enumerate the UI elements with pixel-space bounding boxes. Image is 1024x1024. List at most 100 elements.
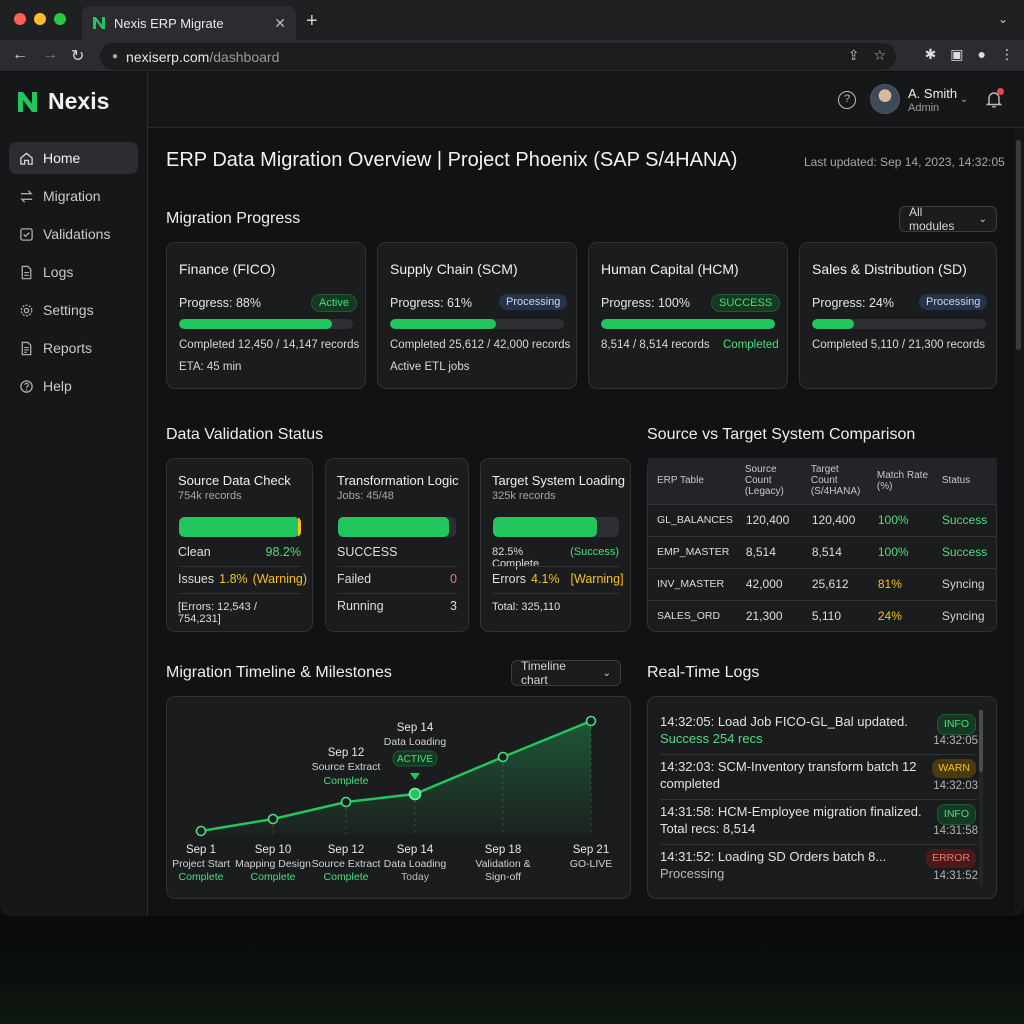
sidebar: Nexis Home Migration Validations Logs Se… — [0, 72, 148, 916]
column-header[interactable]: Target Count (S/4HANA) — [802, 458, 869, 504]
sidebar-item-label: Logs — [43, 264, 74, 280]
forward-arrow-icon[interactable]: → — [42, 46, 58, 63]
log-entry[interactable]: 14:31:58: HCM-Employee migration finaliz… — [660, 803, 978, 837]
validation-title: Transformation Logic — [337, 473, 459, 488]
browser-tab[interactable]: Nexis ERP Migrate ✕ — [82, 6, 296, 40]
sidebar-item-validations[interactable]: Validations — [9, 218, 138, 250]
module-jobs: Active ETL jobs — [390, 361, 470, 373]
logo[interactable]: Nexis — [16, 88, 109, 115]
profile-icon[interactable]: ● — [977, 46, 986, 62]
sidebar-item-label: Migration — [43, 188, 101, 204]
log-entry[interactable]: 14:31:52: Loading SD Orders batch 8... Pr… — [660, 848, 978, 882]
column-header[interactable]: Match Rate (%) — [868, 458, 933, 504]
tab-search-chevron-icon[interactable]: ⌄ — [997, 12, 1008, 26]
module-card-scm[interactable]: Supply Chain (SCM) Progress: 61% Process… — [377, 242, 577, 389]
bookmark-star-icon[interactable]: ☆ — [873, 47, 886, 63]
running-value: 3 — [450, 599, 457, 613]
module-filter-select[interactable]: All modules ⌄ — [899, 205, 997, 233]
avatar[interactable] — [870, 84, 900, 114]
milestone-point[interactable] — [195, 825, 207, 837]
progress-fill — [601, 319, 775, 329]
maximize-window-button[interactable] — [54, 13, 66, 25]
log-entry[interactable]: 14:32:03: SCM-Inventory transform batch … — [660, 758, 978, 792]
sidepanel-icon[interactable]: ▣ — [950, 46, 964, 62]
logs-scrollbar-thumb[interactable] — [979, 710, 983, 772]
address-bar[interactable]: ● nexiserp.com/dashboard ⇪ ☆ — [100, 43, 896, 70]
validation-subtitle: 325k records — [492, 490, 556, 502]
module-title: Human Capital (HCM) — [601, 261, 739, 277]
page-scrollbar-track[interactable] — [1014, 128, 1024, 916]
user-menu-chevron-icon[interactable]: ⌄ — [960, 94, 969, 105]
sidebar-item-help[interactable]: Help — [9, 370, 138, 402]
module-card-fico[interactable]: Finance (FICO) Progress: 88% Active Comp… — [166, 242, 366, 389]
table-row[interactable]: INV_MASTER 42,000 25,612 81% Syncing — [648, 567, 997, 600]
progress-bar — [179, 517, 301, 537]
minimize-window-button[interactable] — [34, 13, 46, 25]
notifications-bell-icon[interactable] — [985, 88, 1004, 113]
milestone-point[interactable] — [340, 796, 352, 808]
validation-card-source[interactable]: Source Data Check 754k records Clean 98.2… — [166, 458, 313, 632]
module-title: Supply Chain (SCM) — [390, 261, 518, 277]
notification-dot — [997, 88, 1004, 95]
table-row[interactable]: GL_BALANCES 120,400 120,400 100% Success — [648, 503, 997, 536]
logs-panel[interactable]: 14:32:05: Load Job FICO-GL_Bal updated. S… — [647, 696, 997, 899]
table-row[interactable]: EMP_MASTER 8,514 8,514 100% Success — [648, 535, 997, 568]
validation-subtitle: Jobs: 45/48 — [337, 490, 394, 502]
user-role: Admin — [908, 102, 940, 114]
validation-subtitle: 754k records — [178, 490, 242, 502]
module-card-hcm[interactable]: Human Capital (HCM) Progress: 100% SUCCE… — [588, 242, 788, 389]
reload-icon[interactable]: ↻ — [71, 48, 85, 65]
sidebar-item-home[interactable]: Home — [9, 142, 138, 174]
milestone-point[interactable] — [497, 751, 509, 763]
log-entry[interactable]: 14:32:05: Load Job FICO-GL_Bal updated. S… — [660, 713, 978, 747]
sidebar-item-settings[interactable]: Settings — [9, 294, 138, 326]
back-arrow-icon[interactable]: ← — [12, 46, 28, 63]
complete-value: 82.5% Complete — [492, 546, 540, 570]
close-tab-icon[interactable]: ✕ — [274, 14, 286, 31]
sidebar-item-label: Reports — [43, 340, 93, 356]
module-card-sd[interactable]: Sales & Distribution (SD) Progress: 24% … — [799, 242, 997, 389]
milestone-point[interactable] — [585, 715, 597, 727]
timeline-view-select[interactable]: Timeline chart ⌄ — [511, 659, 621, 687]
log-timestamp: 14:32:03 — [933, 780, 978, 792]
app-header: ? A. Smith Admin ⌄ — [148, 72, 1024, 128]
progress-bar — [338, 517, 456, 537]
column-header[interactable]: ERP Table — [648, 458, 737, 504]
close-window-button[interactable] — [14, 13, 26, 25]
table-cell-status: Syncing — [932, 567, 997, 600]
table-row[interactable]: SALES_ORD 21,300 5,110 24% Syncing — [648, 599, 997, 632]
module-records: Completed 12,450 / 14,147 records — [179, 339, 360, 351]
extensions-puzzle-icon[interactable]: ✱ — [924, 46, 937, 62]
browser-menu-icon[interactable]: ⋮ — [1000, 46, 1014, 62]
callout-date: Sep 14 — [397, 722, 434, 734]
module-progress-label: Progress: 24% — [812, 296, 894, 310]
milestone-name-line2: Sign-off — [485, 871, 521, 883]
sidebar-item-logs[interactable]: Logs — [9, 256, 138, 288]
section-title-timeline: Migration Timeline & Milestones — [166, 664, 392, 681]
help-circle-icon[interactable]: ? — [838, 91, 856, 109]
clean-value: 98.2% — [265, 545, 301, 559]
log-message: 14:32:03: SCM-Inventory transform batch … — [660, 759, 917, 774]
active-badge-bg — [392, 750, 438, 767]
page-scrollbar-thumb[interactable] — [1016, 140, 1021, 350]
column-header[interactable]: Status — [932, 458, 997, 504]
validation-card-target[interactable]: Target System Loading 325k records 82.5%… — [480, 458, 631, 632]
module-progress-label: Progress: 100% — [601, 296, 690, 310]
table-cell-status: Success — [932, 503, 997, 536]
errors-value: 4.1% — [531, 572, 560, 586]
site-info-icon[interactable]: ● — [112, 51, 119, 62]
milestone-point[interactable] — [267, 813, 279, 825]
home-icon — [20, 151, 33, 165]
log-level-badge: INFO — [936, 714, 976, 735]
share-icon[interactable]: ⇪ — [847, 47, 860, 63]
tab-bar: Nexis ERP Migrate ✕ + ⌄ — [0, 0, 1024, 40]
user-name[interactable]: A. Smith — [908, 86, 958, 101]
new-tab-icon[interactable]: + — [306, 10, 318, 32]
logs-scrollbar-track[interactable] — [979, 710, 983, 886]
browser-toolbar: ← → ↻ ● nexiserp.com/dashboard ⇪ ☆ ✱ ▣ ●… — [0, 40, 1024, 72]
validation-card-transform[interactable]: Transformation Logic Jobs: 45/48 SUCCESS… — [325, 458, 469, 632]
sidebar-item-migration[interactable]: Migration — [9, 180, 138, 212]
sidebar-item-reports[interactable]: Reports — [9, 332, 138, 364]
column-header[interactable]: Source Count (Legacy) — [736, 458, 803, 504]
milestone-point[interactable] — [408, 787, 422, 801]
